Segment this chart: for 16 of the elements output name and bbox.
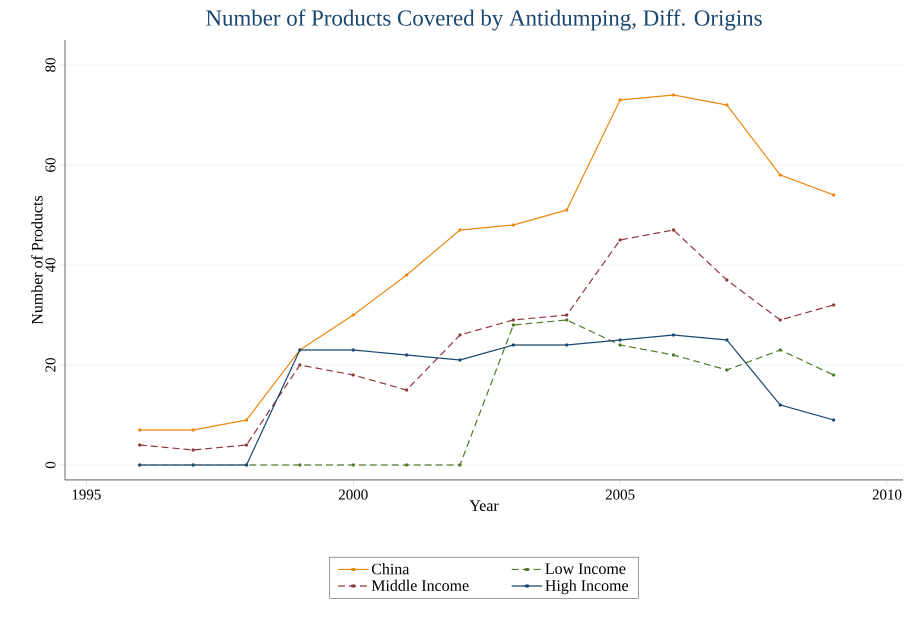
legend-label: China: [372, 563, 410, 574]
x-tick-label: 2000: [338, 490, 368, 500]
y-tick-label: 0: [45, 462, 56, 468]
chart-title: Number of Products Covered by Antidumping, Diff. Origins: [206, 9, 762, 31]
y-tick-label: 60: [45, 158, 56, 172]
y-axis-title: Number of Products: [31, 196, 43, 324]
legend-label: High Income: [545, 580, 628, 594]
x-tick-label: 2010: [872, 490, 902, 500]
y-tick-label: 40: [45, 258, 56, 272]
y-tick-label: 80: [45, 58, 56, 72]
x-tick-label: 2005: [606, 490, 634, 500]
legend-label: Low Income: [545, 563, 626, 574]
x-axis-title: Year: [469, 500, 499, 512]
y-tick-label: 20: [45, 358, 56, 372]
legend-label: Middle Income: [372, 580, 469, 591]
x-tick-label: 1995: [72, 490, 101, 500]
